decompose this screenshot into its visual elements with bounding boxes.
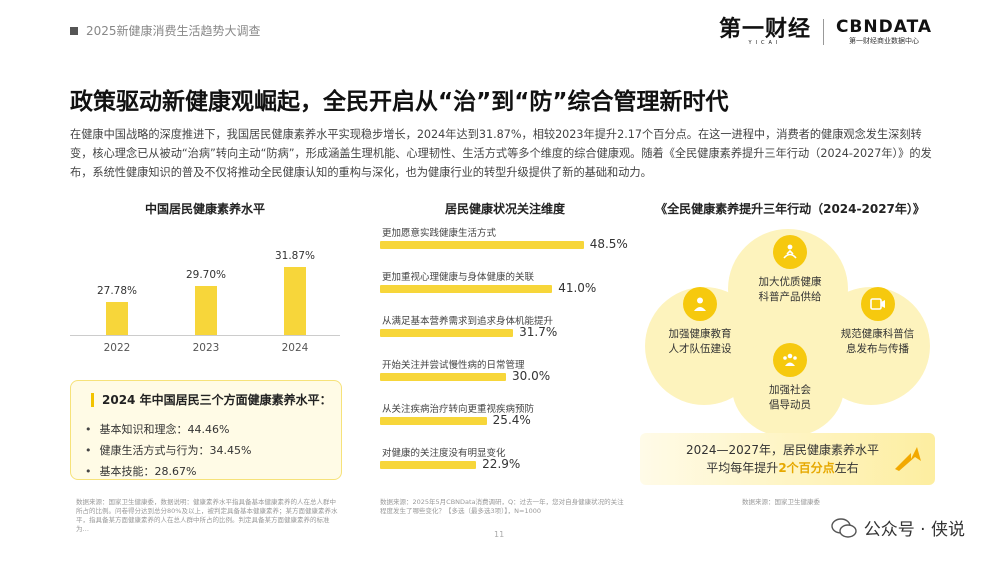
report-tag-text: 2025新健康消费生活趋势大调查 (86, 24, 261, 38)
node-left: 加强健康教育 人才队伍建设 (645, 287, 755, 357)
yicai-logo: 第一财经 YICAI (719, 18, 811, 46)
bar-category-label: 2023 (192, 342, 220, 354)
hbar-value-label: 22.9% (482, 457, 521, 471)
growth-arrow-icon (895, 447, 921, 471)
literacy-card-title: 2024 年中国居民三个方面健康素养水平： (91, 393, 332, 407)
hbar-chart-title: 居民健康状况关注维度 (444, 202, 565, 216)
meditation-icon (773, 235, 807, 269)
hbar-value-label: 31.7% (519, 325, 558, 339)
node-bottom-line2: 倡导动员 (769, 399, 811, 411)
hbar-value-label: 30.0% (512, 369, 551, 383)
hbar-bar (380, 329, 514, 337)
page-number: 11 (494, 530, 505, 539)
node-bottom: 加强社会 倡导动员 (735, 343, 845, 413)
literacy-item: 基本技能：28.67% (85, 461, 251, 482)
target-banner-text: 2024—2027年，居民健康素养水平 平均每年提升2个百分点左右 (670, 441, 895, 477)
node-top-line1: 加大优质健康 (758, 276, 822, 288)
bar-value-label: 27.78% (96, 285, 138, 298)
node-top-line2: 科普产品供给 (758, 291, 822, 303)
hbar-item: 从关注疾病治疗转向更重视疾病预防 25.4% (380, 401, 630, 445)
banner-highlight: 2个百分点 (778, 461, 835, 475)
bar-value-label: 29.70% (185, 268, 227, 281)
node-left-line2: 人才队伍建设 (668, 343, 732, 355)
source-left: 数据来源：国家卫生健康委，数据说明：健康素养水平指具备基本健康素养的人在总人群中… (76, 498, 338, 533)
bar-2024 (284, 266, 306, 335)
person-icon (683, 287, 717, 321)
intro-paragraph: 在健康中国战略的深度推进下，我国居民健康素养水平实现稳步增长，2024年达到31… (70, 128, 932, 179)
bar-value-label: 31.87% (274, 249, 316, 262)
hbar-bar (380, 461, 477, 469)
action-plan-diagram: 加大优质健康 科普产品供给 加强健康教育 人才队伍建设 规范健康科普信 息发布与… (640, 225, 940, 485)
watermark: 公众号 · 侠说 (830, 515, 965, 540)
hbar-bar (380, 285, 553, 293)
cbndata-logo-sub: 第一财经商业数据中心 (848, 37, 919, 45)
literacy-list: 基本知识和理念：44.46% 健康生活方式与行为：34.45% 基本技能：28.… (85, 419, 252, 482)
hbar-item: 更加愿意实践健康生活方式 48.5% (380, 225, 630, 269)
hbar-category-label: 更加重视心理健康与身体健康的关联 (382, 272, 535, 283)
yicai-logo-sub: YICAI (748, 40, 782, 46)
hbar-item: 更加重视心理健康与身体健康的关联 41.0% (380, 269, 630, 313)
logos: 第一财经 YICAI CBNDATA 第一财经商业数据中心 (719, 18, 932, 46)
hbar-item: 从满足基本营养需求到追求身体机能提升 31.7% (380, 313, 630, 357)
banner-line2: 平均每年提升2个百分点左右 (670, 459, 895, 477)
node-left-line1: 加强健康教育 (668, 328, 732, 340)
hbar-bar (380, 417, 487, 425)
group-icon (773, 343, 807, 377)
node-top: 加大优质健康 科普产品供给 (735, 235, 845, 305)
hbar-category-label: 从满足基本营养需求到追求身体机能提升 (382, 316, 554, 327)
hbar-item: 开始关注并尝试慢性病的日常管理 30.0% (380, 357, 630, 401)
bar-category-label: 2024 (281, 342, 309, 354)
hbar-bar (380, 241, 584, 249)
wechat-icon (831, 517, 857, 538)
literacy-item: 健康生活方式与行为：34.45% (85, 440, 252, 461)
literacy-card: 2024 年中国居民三个方面健康素养水平： 基本知识和理念：44.46% 健康生… (70, 380, 342, 480)
hbar-category-label: 对健康的关注度没有明显变化 (382, 448, 506, 459)
node-right-line2: 息发布与传播 (846, 343, 909, 355)
hbar-category-label: 从关注疾病治疗转向更重视疾病预防 (382, 404, 535, 415)
page-title: 政策驱动新健康观崛起，全民开启从“治”到“防”综合管理新时代 (70, 89, 729, 115)
bar-category-label: 2022 (103, 342, 131, 354)
cbndata-logo: CBNDATA 第一财经商业数据中心 (836, 18, 932, 46)
source-right: 数据来源：国家卫生健康委 (742, 498, 820, 506)
watermark-text: 公众号 · 侠说 (863, 520, 965, 540)
source-middle: 数据来源：2025年5月CBNData消费调研，Q：过去一年，您对自身健康状况的… (380, 498, 624, 515)
concern-hbar-chart: 更加愿意实践健康生活方式 48.5% 更加重视心理健康与身体健康的关联 41.0% 从满… (380, 225, 630, 489)
bar-chart-title: 中国居民健康素养水平 (144, 202, 265, 216)
hbar-value-label: 25.4% (492, 413, 531, 427)
hbar-category-label: 开始关注并尝试慢性病的日常管理 (382, 360, 525, 371)
hbar-value-label: 48.5% (589, 237, 628, 251)
literacy-item: 基本知识和理念：44.46% (85, 419, 251, 440)
square-bullet-icon (70, 26, 78, 35)
banner-line1: 2024—2027年，居民健康素养水平 (685, 443, 880, 457)
banner-prefix: 平均每年提升 (706, 461, 779, 475)
hbar-item: 对健康的关注度没有明显变化 22.9% (380, 445, 630, 489)
action-plan-title: 《全民健康素养提升三年行动（2024-2027年）》 (655, 202, 925, 216)
node-bottom-line1: 加强社会 (769, 384, 811, 396)
hbar-value-label: 41.0% (558, 281, 597, 295)
hbar-bar (380, 373, 506, 381)
report-tag: 2025新健康消费生活趋势大调查 (70, 22, 261, 39)
video-icon (860, 287, 895, 321)
node-right-line1: 规范健康科普信 (840, 328, 915, 340)
logo-divider (822, 19, 824, 45)
hbar-category-label: 更加愿意实践健康生活方式 (382, 228, 497, 239)
cbndata-logo-text: CBNDATA (835, 17, 932, 37)
banner-suffix: 左右 (834, 461, 859, 475)
yicai-logo-text: 第一财经 (718, 16, 811, 42)
bar-2022 (106, 302, 128, 335)
node-right: 规范健康科普信 息发布与传播 (820, 287, 935, 357)
literacy-bar-chart: 27.78% 2022 29.70% 2023 31.87% 2024 (70, 225, 340, 360)
bar-2023 (195, 285, 217, 335)
x-axis-line (70, 335, 340, 336)
target-banner: 2024—2027年，居民健康素养水平 平均每年提升2个百分点左右 (640, 433, 935, 485)
